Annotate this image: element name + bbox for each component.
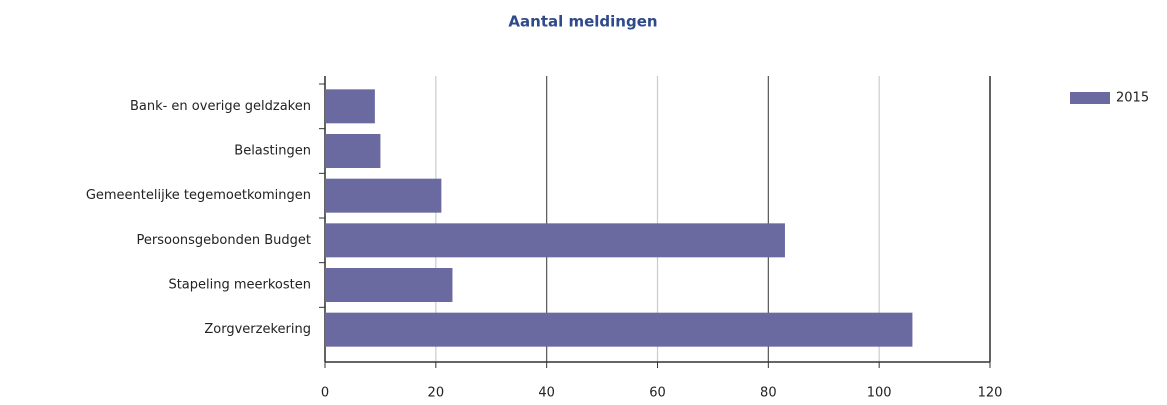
x-tick-label: 20 (428, 386, 445, 401)
x-tick-label: 60 (649, 386, 666, 401)
bar (325, 89, 375, 124)
x-tick-label: 120 (978, 386, 1003, 401)
y-tick-label: Stapeling meerkosten (168, 278, 311, 293)
y-tick-label: Belastingen (234, 144, 311, 159)
x-tick-label: 100 (867, 386, 892, 401)
bar (325, 178, 442, 213)
y-tick-label: Zorgverzekering (204, 322, 311, 337)
x-tick-label: 80 (760, 386, 777, 401)
bar (325, 223, 785, 258)
legend-swatch (1070, 92, 1110, 104)
bar (325, 134, 381, 168)
bar (325, 268, 453, 302)
legend-label: 2015 (1116, 91, 1149, 106)
bar (325, 312, 913, 347)
chart-title: Aantal meldingen (508, 13, 657, 31)
x-tick-label: 40 (538, 386, 555, 401)
x-tick-label: 0 (321, 386, 329, 401)
y-tick-label: Gemeentelijke tegemoetkomingen (86, 188, 311, 203)
y-tick-label: Bank- en overige geldzaken (130, 99, 311, 114)
y-tick-label: Persoonsgebonden Budget (137, 233, 311, 248)
